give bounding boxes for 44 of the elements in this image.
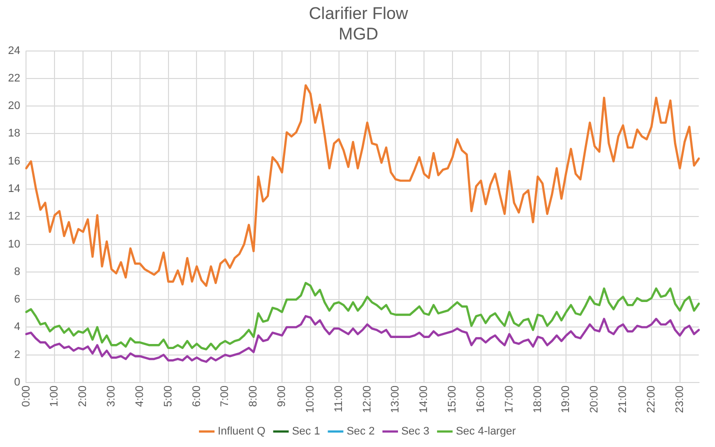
chart-title: Clarifier Flow bbox=[308, 4, 409, 23]
x-tick-label: 6:00 bbox=[190, 385, 203, 407]
x-tick-label: 1:00 bbox=[48, 385, 61, 407]
x-tick-label: 5:00 bbox=[162, 385, 174, 407]
x-tick-label: 17:00 bbox=[503, 385, 516, 414]
legend-label: Sec 3 bbox=[401, 426, 430, 438]
x-tick-label: 22:00 bbox=[645, 385, 658, 414]
chart-subtitle: MGD bbox=[338, 24, 378, 44]
y-tick-label: 24 bbox=[8, 44, 20, 57]
y-tick-label: 4 bbox=[14, 321, 20, 334]
x-tick-label: 11:00 bbox=[332, 385, 345, 412]
x-tick-label: 23:00 bbox=[674, 385, 686, 414]
legend-label: Sec 4-larger bbox=[456, 426, 516, 438]
x-tick-label: 12:00 bbox=[361, 385, 374, 414]
x-tick-label: 3:00 bbox=[106, 385, 118, 407]
x-tick-label: 16:00 bbox=[474, 385, 487, 414]
y-tick-label: 16 bbox=[8, 155, 20, 168]
x-tick-label: 21:00 bbox=[617, 385, 630, 414]
y-tick-label: 20 bbox=[8, 100, 20, 112]
x-tick-label: 13:00 bbox=[390, 385, 402, 414]
y-tick-label: 0 bbox=[14, 376, 20, 389]
y-tick-label: 2 bbox=[14, 348, 20, 361]
x-tick-label: 0:00 bbox=[20, 385, 32, 407]
y-tick-label: 6 bbox=[14, 294, 20, 306]
y-tick-label: 18 bbox=[8, 128, 20, 140]
legend-label: Sec 2 bbox=[346, 426, 375, 438]
x-tick-label: 9:00 bbox=[276, 385, 288, 407]
x-tick-label: 15:00 bbox=[446, 385, 459, 414]
y-tick-label: 8 bbox=[14, 266, 20, 278]
y-tick-label: 12 bbox=[8, 210, 20, 223]
x-tick-label: 10:00 bbox=[304, 385, 316, 414]
y-tick-label: 10 bbox=[8, 238, 20, 250]
x-tick-label: 18:00 bbox=[532, 385, 544, 414]
legend-label: Sec 1 bbox=[292, 426, 320, 438]
y-tick-label: 14 bbox=[8, 183, 20, 196]
x-tick-label: 2:00 bbox=[77, 385, 90, 407]
x-tick-label: 19:00 bbox=[560, 385, 572, 414]
x-tick-label: 8:00 bbox=[248, 385, 260, 407]
x-tick-label: 4:00 bbox=[134, 385, 146, 407]
x-tick-label: 14:00 bbox=[418, 385, 430, 414]
x-tick-label: 7:00 bbox=[219, 385, 232, 407]
x-tick-label: 20:00 bbox=[588, 385, 601, 414]
y-tick-label: 22 bbox=[8, 72, 20, 84]
legend-label: Influent Q bbox=[218, 426, 266, 438]
